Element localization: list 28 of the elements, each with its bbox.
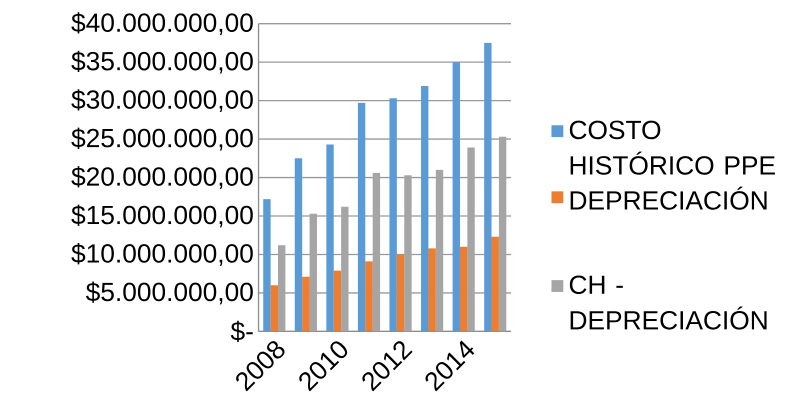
bar bbox=[302, 276, 310, 332]
bar bbox=[492, 236, 499, 332]
bar bbox=[484, 42, 492, 332]
bar bbox=[396, 254, 404, 332]
legend-label: DEPRECIACIÓN bbox=[570, 186, 767, 210]
legend-label: COSTO HISTÓRICO PPE bbox=[570, 120, 775, 175]
bar bbox=[365, 261, 373, 332]
y-tick-label: $20.000.000,00 bbox=[71, 166, 253, 189]
y-tick-label: $30.000.000,00 bbox=[71, 89, 253, 112]
bar bbox=[270, 285, 278, 332]
y-tick-label: $15.000.000,00 bbox=[71, 204, 253, 228]
bar bbox=[326, 144, 334, 332]
bar bbox=[389, 98, 397, 332]
bar bbox=[334, 270, 342, 332]
bar bbox=[428, 248, 436, 332]
bar bbox=[294, 158, 302, 332]
bar bbox=[421, 86, 428, 332]
y-tick-label: $40.000.000,00 bbox=[71, 12, 253, 35]
legend-label: CH - DEPRECIACIÓN bbox=[570, 275, 767, 330]
y-tick-label: $- bbox=[230, 320, 253, 342]
y-tick-label: $25.000.000,00 bbox=[71, 128, 253, 150]
y-tick-label: $10.000.000,00 bbox=[71, 242, 253, 266]
y-tick-label: $35.000.000,00 bbox=[71, 50, 253, 74]
bar bbox=[452, 62, 460, 332]
y-tick-label: $5.000.000,00 bbox=[86, 281, 253, 304]
bar bbox=[263, 198, 271, 332]
bar bbox=[460, 246, 468, 332]
bar bbox=[358, 102, 366, 332]
